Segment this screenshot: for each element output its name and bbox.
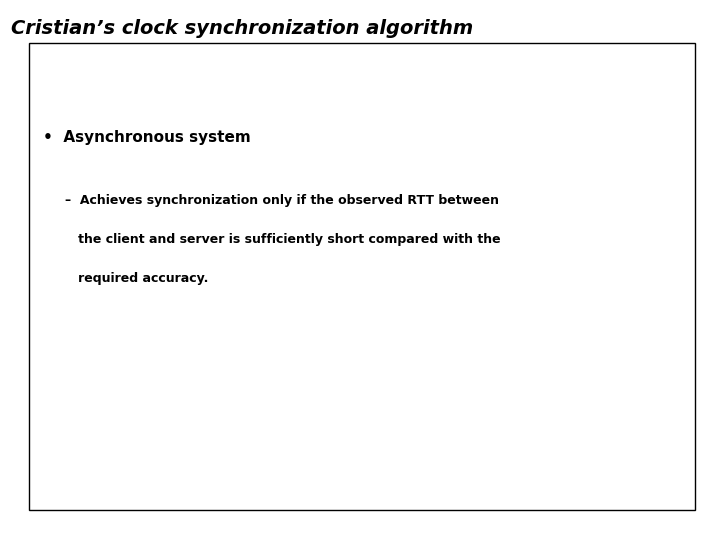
Text: Cristian’s clock synchronization algorithm: Cristian’s clock synchronization algorit… [11, 19, 473, 38]
Text: the client and server is sufficiently short compared with the: the client and server is sufficiently sh… [65, 233, 500, 246]
Text: required accuracy.: required accuracy. [65, 272, 208, 285]
Text: –  Achieves synchronization only if the observed RTT between: – Achieves synchronization only if the o… [65, 194, 499, 207]
FancyBboxPatch shape [29, 43, 695, 510]
Text: •  Asynchronous system: • Asynchronous system [43, 130, 251, 145]
